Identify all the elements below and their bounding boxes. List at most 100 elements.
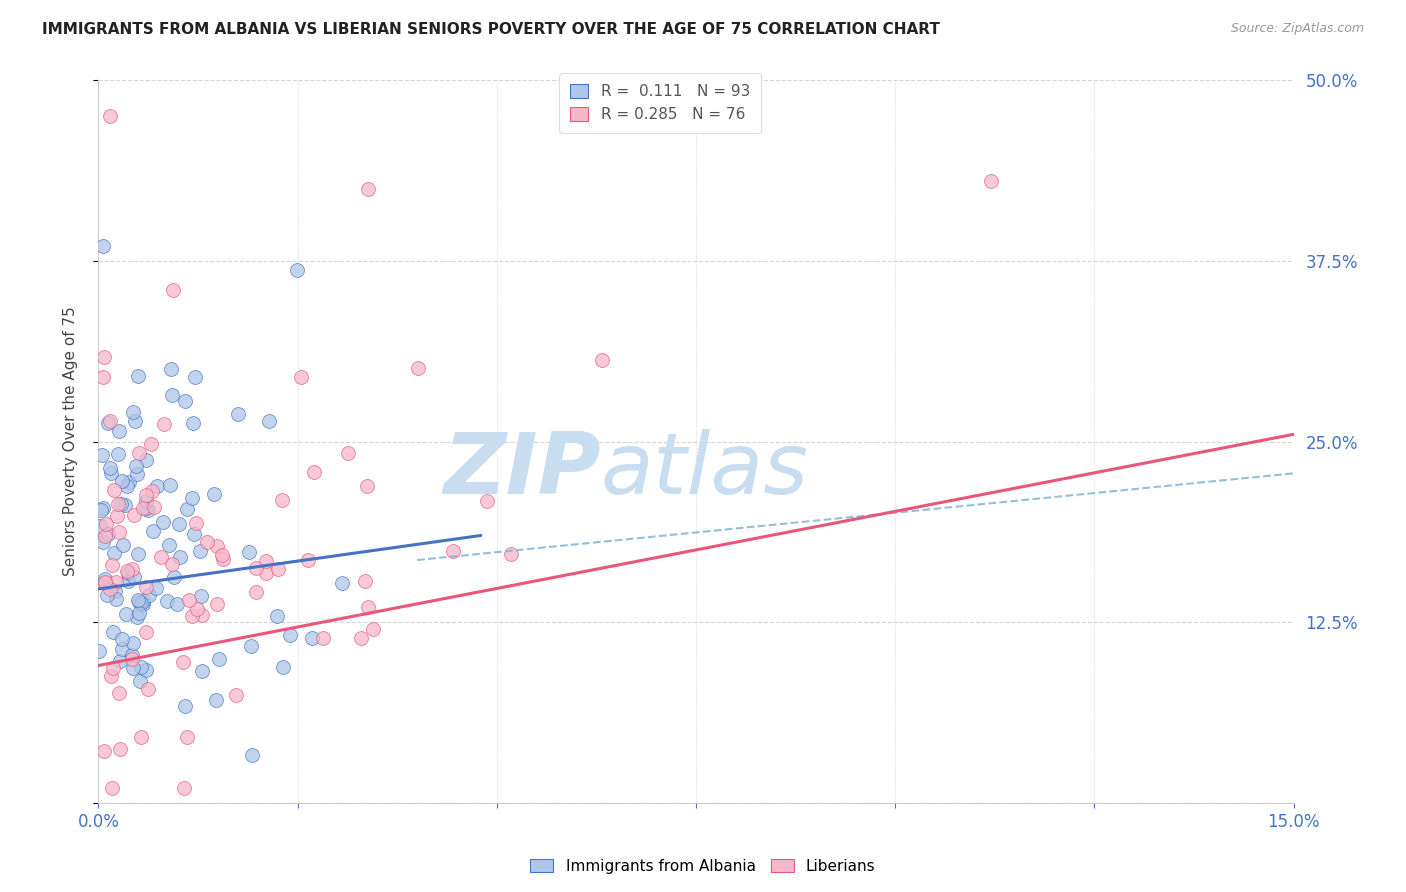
Point <box>177 592 200 607</box>
Point <box>104 575 127 590</box>
Legend: Immigrants from Albania, Liberians: Immigrants from Albania, Liberians <box>524 853 882 880</box>
Point <box>156 594 179 608</box>
Point <box>125 610 148 624</box>
Point <box>96 527 118 541</box>
Point <box>240 748 263 763</box>
Point <box>121 648 143 662</box>
Point <box>361 622 384 636</box>
Point <box>93 744 115 758</box>
Point <box>160 388 183 402</box>
Point <box>169 549 191 564</box>
Point <box>112 538 135 552</box>
Point <box>100 668 122 682</box>
Point <box>117 564 139 578</box>
Point <box>125 458 148 473</box>
Point <box>108 525 131 540</box>
Point <box>100 781 122 796</box>
Point <box>141 483 163 498</box>
Point <box>135 624 157 639</box>
Point <box>205 597 228 611</box>
Point <box>93 572 115 586</box>
Point <box>267 562 290 576</box>
Point <box>90 449 112 463</box>
Point <box>131 593 153 607</box>
Point <box>94 576 117 591</box>
Point <box>173 393 195 408</box>
Point <box>197 535 219 549</box>
Point <box>297 552 319 566</box>
Point <box>152 417 174 432</box>
Point <box>980 174 1002 188</box>
Point <box>312 631 335 645</box>
Point <box>118 475 141 489</box>
Point <box>91 501 114 516</box>
Point <box>176 730 198 744</box>
Point <box>146 478 169 492</box>
Point <box>254 566 277 581</box>
Point <box>176 502 198 516</box>
Point <box>128 595 150 609</box>
Point <box>91 370 114 384</box>
Point <box>356 479 378 493</box>
Point <box>135 453 157 467</box>
Point <box>183 416 205 430</box>
Point <box>169 516 191 531</box>
Point <box>205 539 228 553</box>
Point <box>131 596 153 610</box>
Point <box>337 446 360 460</box>
Text: Source: ZipAtlas.com: Source: ZipAtlas.com <box>1230 22 1364 36</box>
Point <box>93 350 115 364</box>
Point <box>101 558 124 572</box>
Point <box>172 655 194 669</box>
Legend: R =  0.111   N = 93, R = 0.285   N = 76: R = 0.111 N = 93, R = 0.285 N = 76 <box>560 73 761 133</box>
Point <box>273 660 295 674</box>
Point <box>111 474 134 488</box>
Point <box>107 497 129 511</box>
Point <box>135 500 157 515</box>
Point <box>121 635 143 649</box>
Point <box>96 589 118 603</box>
Point <box>135 488 157 502</box>
Point <box>135 663 157 677</box>
Point <box>124 414 146 428</box>
Point <box>162 283 184 297</box>
Point <box>122 508 145 522</box>
Point <box>91 535 114 549</box>
Point <box>278 627 301 641</box>
Point <box>100 466 122 480</box>
Point <box>245 584 267 599</box>
Point <box>111 641 134 656</box>
Point <box>202 487 225 501</box>
Point <box>127 369 149 384</box>
Point <box>104 584 127 599</box>
Point <box>152 515 174 529</box>
Point <box>191 608 214 623</box>
Point <box>184 516 207 530</box>
Point <box>191 664 214 678</box>
Point <box>98 582 121 596</box>
Point <box>301 631 323 645</box>
Point <box>180 491 202 505</box>
Point <box>121 562 143 576</box>
Point <box>89 644 111 658</box>
Point <box>266 608 288 623</box>
Point <box>103 546 125 560</box>
Point <box>160 361 183 376</box>
Point <box>138 588 160 602</box>
Point <box>136 681 159 696</box>
Text: atlas: atlas <box>600 429 808 512</box>
Point <box>117 574 139 588</box>
Point <box>350 632 373 646</box>
Point <box>226 408 249 422</box>
Point <box>105 509 128 524</box>
Point <box>188 543 211 558</box>
Point <box>108 686 131 700</box>
Point <box>238 545 260 559</box>
Point <box>271 493 294 508</box>
Point <box>103 483 125 497</box>
Point <box>94 517 117 532</box>
Point <box>128 445 150 459</box>
Point <box>257 414 280 428</box>
Point <box>117 478 139 492</box>
Point <box>211 552 233 566</box>
